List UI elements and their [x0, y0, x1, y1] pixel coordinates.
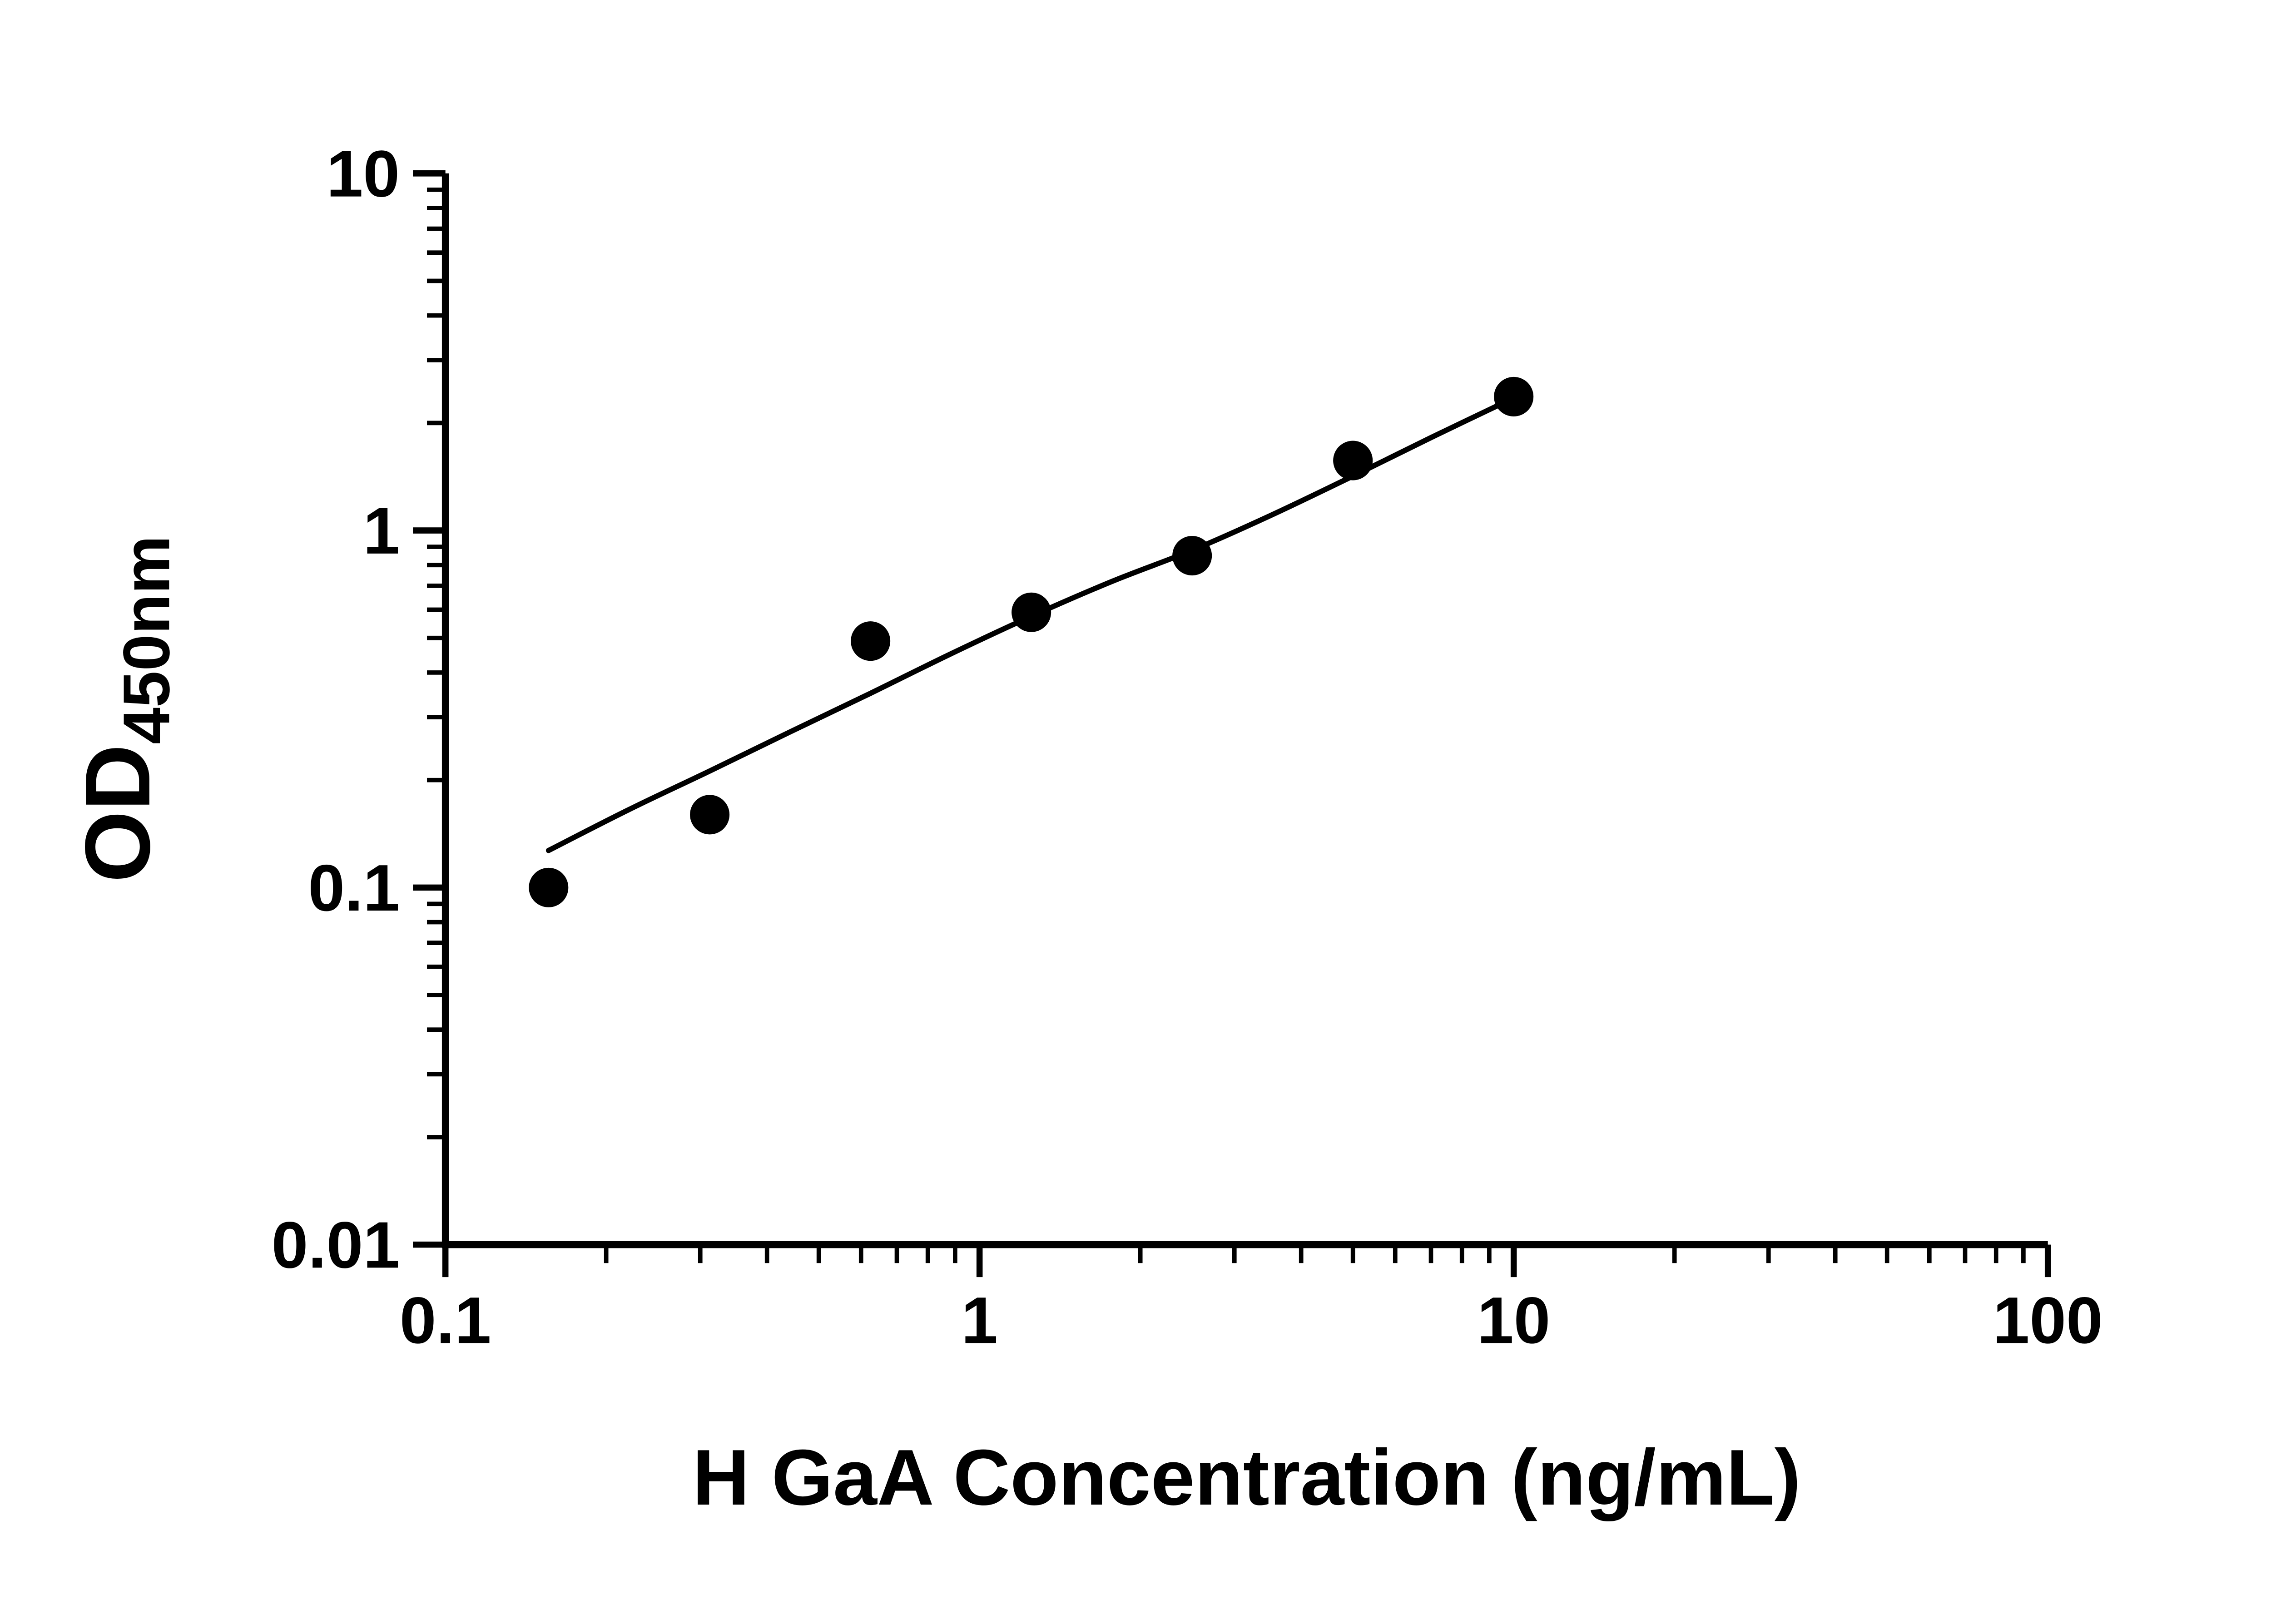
data-point: [529, 867, 569, 907]
axes-frame: [441, 173, 2048, 1248]
data-point: [851, 621, 891, 661]
y-tick-label: 10: [327, 137, 400, 211]
y-tick-label: 1: [363, 494, 400, 568]
x-tick-label: 10: [1477, 1283, 1550, 1357]
data-point: [690, 795, 730, 835]
x-tick-label: 100: [1993, 1283, 2103, 1357]
x-tick-label: 0.1: [400, 1283, 491, 1357]
y-axis-title-text: OD450nm: [66, 535, 183, 882]
x-axis-title: H GaA Concentration (ng/mL): [693, 1433, 1801, 1521]
y-tick-label: 0.1: [308, 851, 400, 925]
data-point: [1494, 376, 1534, 416]
y-tick-label: 0.01: [272, 1208, 400, 1282]
data-point: [1012, 592, 1051, 632]
x-tick-label: 1: [961, 1283, 998, 1357]
data-point: [1172, 536, 1212, 576]
data-point: [1333, 441, 1373, 480]
y-axis-title: OD450nm: [66, 535, 183, 882]
